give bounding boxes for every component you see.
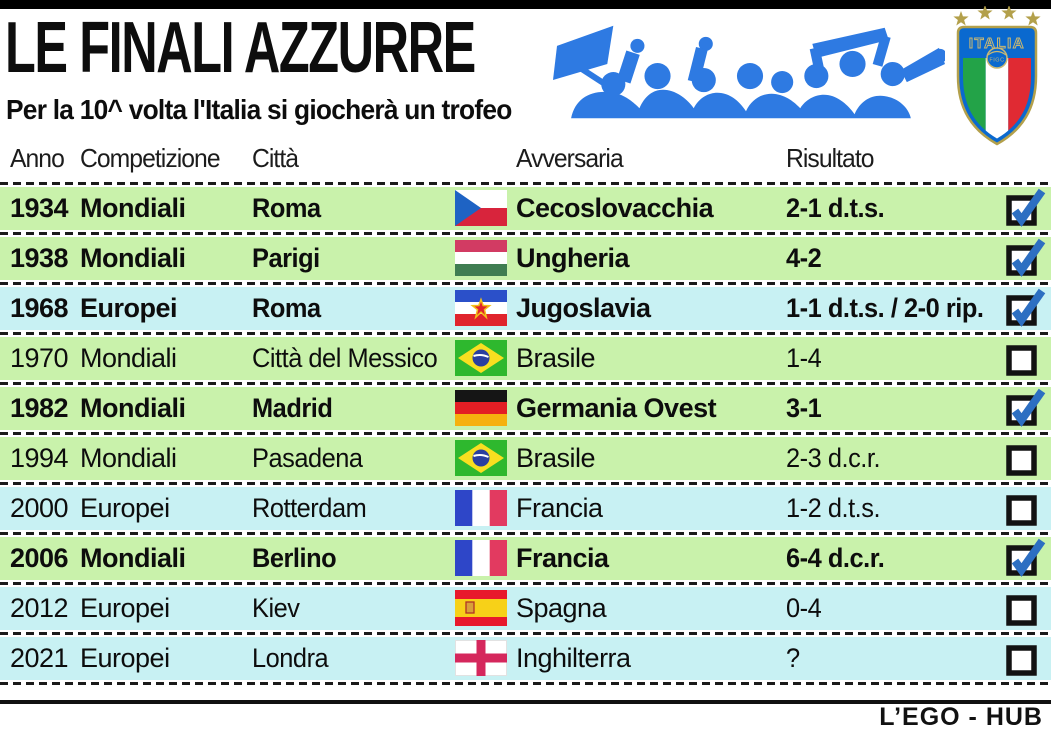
flag-brazil-icon [455, 340, 507, 376]
row-separator [0, 480, 1051, 487]
cell-citta: Kiev [252, 593, 300, 623]
flag-hungary-icon [455, 240, 507, 276]
cell-risultato: 3-1 [786, 393, 822, 423]
four-gold-stars [953, 6, 1041, 26]
cell-avversaria: Brasile [516, 443, 596, 473]
row-separator [0, 380, 1051, 387]
cell-avversaria: Ungheria [516, 243, 630, 273]
cell-avversaria: Germania Ovest [516, 393, 717, 423]
cell-risultato: 4-2 [786, 243, 822, 273]
table-row: 1982 Mondiali Madrid Germania Ovest 3-1 [0, 387, 1051, 430]
cell-anno: 2021 [10, 643, 69, 673]
cell-citta: Londra [252, 643, 329, 673]
cell-competizione: Mondiali [80, 343, 177, 373]
footer-divider [0, 700, 1051, 704]
table-row: 1970 Mondiali Città del Messico Brasile … [0, 337, 1051, 380]
cell-risultato: 1-4 [786, 343, 822, 373]
cell-anno: 2000 [10, 493, 69, 523]
cell-citta: Madrid [252, 393, 333, 423]
cell-citta: Roma [252, 193, 321, 223]
table-row: 2021 Europei Londra Inghilterra ? [0, 637, 1051, 680]
table-row: 1994 Mondiali Pasadena Brasile 2-3 d.c.r… [0, 437, 1051, 480]
fans-silhouette-icon [553, 25, 945, 119]
row-separator [0, 330, 1051, 337]
cell-risultato: 0-4 [786, 593, 822, 623]
cell-anno: 1938 [10, 243, 69, 273]
column-header-risultato: Risultato [786, 143, 875, 173]
finals-table: 1934 Mondiali Roma Cecoslovacchia 2-1 d.… [0, 180, 1051, 687]
flag-england-icon [455, 640, 507, 676]
row-separator [0, 280, 1051, 287]
cell-risultato: ? [786, 643, 800, 673]
flag-germany-icon [455, 390, 507, 426]
page-subtitle: Per la 10^ volta l'Italia si giocherà un… [6, 94, 512, 125]
top-bar [0, 0, 1051, 9]
cell-anno: 1994 [10, 443, 69, 473]
column-header-competizione: Competizione [80, 143, 221, 173]
figc-italia-crest: ITALIA FIGC [953, 6, 1041, 146]
cell-competizione: Mondiali [80, 393, 186, 423]
cell-citta: Pasadena [252, 443, 363, 473]
cell-competizione: Mondiali [80, 243, 186, 273]
column-header-citta: Città [252, 143, 299, 173]
table-row: 2006 Mondiali Berlino Francia 6-4 d.c.r. [0, 537, 1051, 580]
cell-citta: Berlino [252, 543, 337, 573]
cell-competizione: Europei [80, 493, 170, 523]
cell-risultato: 6-4 d.c.r. [786, 543, 885, 573]
table-row: 2012 Europei Kiev Spagna 0-4 [0, 587, 1051, 630]
flag-brazil-icon [455, 440, 507, 476]
cell-anno: 2012 [10, 593, 69, 623]
row-separator [0, 580, 1051, 587]
cell-avversaria: Brasile [516, 343, 596, 373]
row-separator [0, 530, 1051, 537]
cell-competizione: Mondiali [80, 543, 186, 573]
cell-competizione: Mondiali [80, 193, 186, 223]
flag-czechoslovakia-icon [455, 190, 507, 226]
cell-competizione: Europei [80, 293, 178, 323]
cell-avversaria: Cecoslovacchia [516, 193, 714, 223]
row-separator [0, 180, 1051, 187]
row-separator [0, 680, 1051, 687]
cell-risultato: 2-3 d.c.r. [786, 443, 881, 473]
column-header-avversaria: Avversaria [516, 143, 624, 173]
flag-yugoslavia-icon [455, 290, 507, 326]
cell-citta: Città del Messico [252, 343, 438, 373]
cell-competizione: Europei [80, 593, 170, 623]
cell-citta: Roma [252, 293, 321, 323]
cell-avversaria: Spagna [516, 593, 607, 623]
flag-france-icon [455, 540, 507, 576]
cell-competizione: Europei [80, 643, 170, 673]
credit-label: L’EGO - HUB [879, 703, 1043, 730]
cell-risultato: 1-1 d.t.s. / 2-0 rip. [786, 293, 984, 323]
row-separator [0, 630, 1051, 637]
tricolor-stripes [963, 58, 1031, 139]
crest-figc-text: FIGC [989, 58, 1004, 64]
cell-anno: 2006 [10, 543, 69, 573]
cell-risultato: 2-1 d.t.s. [786, 193, 885, 223]
cell-competizione: Mondiali [80, 443, 177, 473]
cell-avversaria: Francia [516, 543, 609, 573]
cell-citta: Parigi [252, 243, 320, 273]
cell-avversaria: Francia [516, 493, 603, 523]
flag-france-icon [455, 490, 507, 526]
table-row: 1938 Mondiali Parigi Ungheria 4-2 [0, 237, 1051, 280]
cell-anno: 1970 [10, 343, 69, 373]
crest-italia-text: ITALIA [969, 35, 1025, 52]
page-title: LE FINALI AZZURRE [5, 8, 476, 88]
cell-anno: 1968 [10, 293, 69, 323]
row-separator [0, 430, 1051, 437]
cell-citta: Rotterdam [252, 493, 367, 523]
flag-spain-icon [455, 590, 507, 626]
cell-avversaria: Inghilterra [516, 643, 631, 673]
row-separator [0, 230, 1051, 237]
column-header-anno: Anno [10, 143, 65, 173]
table-row: 2000 Europei Rotterdam Francia 1-2 d.t.s… [0, 487, 1051, 530]
cell-risultato: 1-2 d.t.s. [786, 493, 881, 523]
cell-avversaria: Jugoslavia [516, 293, 651, 323]
table-row: 1934 Mondiali Roma Cecoslovacchia 2-1 d.… [0, 187, 1051, 230]
cell-anno: 1934 [10, 193, 69, 223]
table-row: 1968 Europei Roma Jugoslavia 1-1 d.t.s. … [0, 287, 1051, 330]
cell-anno: 1982 [10, 393, 69, 423]
